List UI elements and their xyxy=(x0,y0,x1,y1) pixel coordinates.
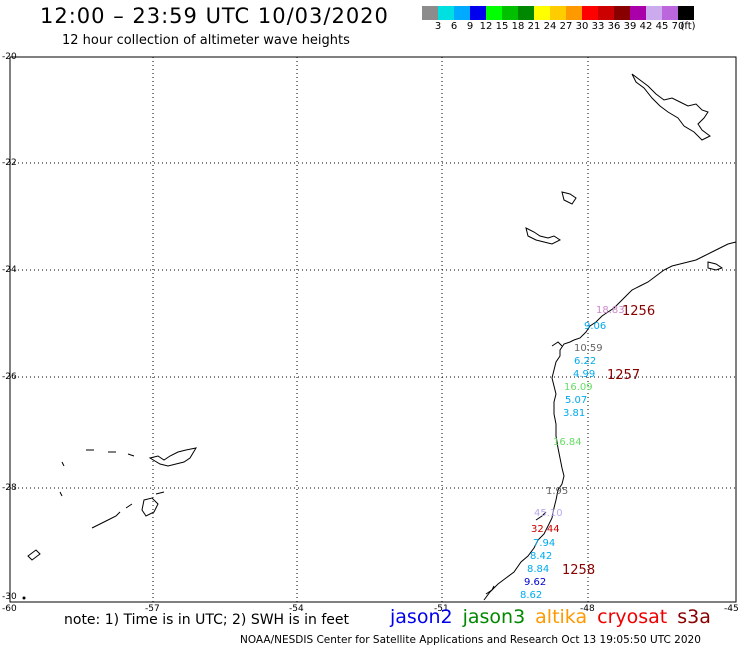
inland-feature-north xyxy=(631,73,711,141)
wave-height-label: 18.83 xyxy=(596,305,625,316)
lon-label-60: -60 xyxy=(2,604,17,614)
inland-feature-central xyxy=(525,227,561,245)
wave-height-label: 32.44 xyxy=(531,524,560,535)
color-swatch xyxy=(678,6,694,20)
map-corner-marker xyxy=(22,596,26,600)
lat-label-30: -30 xyxy=(2,592,17,602)
island-group-3 xyxy=(141,497,159,517)
lon-label-57: -57 xyxy=(145,604,160,614)
wave-height-label: 3.81 xyxy=(563,408,586,419)
color-swatch xyxy=(582,6,598,20)
island-group-1 xyxy=(148,447,198,467)
mission-cryosat: cryosat xyxy=(597,606,668,628)
wave-height-label: 45.10 xyxy=(534,508,563,519)
map-title: 12:00 – 23:59 UTC 10/03/2020 xyxy=(40,4,389,28)
wave-height-label: 6.22 xyxy=(574,356,597,367)
color-scale-label: 36 xyxy=(607,21,621,32)
lon-label-51: -51 xyxy=(434,604,449,614)
lat-label-24: -24 xyxy=(2,265,17,275)
color-scale-label: 21 xyxy=(527,21,541,32)
mission-jason3: jason3 xyxy=(462,606,526,628)
lat-label-22: -22 xyxy=(2,158,17,168)
color-swatch xyxy=(486,6,502,20)
color-swatch xyxy=(534,6,550,20)
color-swatch xyxy=(614,6,630,20)
wave-height-label: 8.62 xyxy=(520,590,543,601)
color-scale-label: 9 xyxy=(466,21,474,32)
color-scale-label: 27 xyxy=(559,21,573,32)
mission-legend: jason2 jason3 altika cryosat s3a xyxy=(390,606,721,628)
footer-credit: NOAA/NESDIS Center for Satellite Applica… xyxy=(240,634,701,646)
map-subtitle: 12 hour collection of altimeter wave hei… xyxy=(62,33,350,48)
coastal-islets xyxy=(485,341,563,595)
color-swatch xyxy=(422,6,438,20)
color-scale-label: 70 xyxy=(671,21,685,32)
color-scale-label: 42 xyxy=(639,21,653,32)
island-group-4 xyxy=(91,503,133,529)
color-swatch xyxy=(438,6,454,20)
color-swatch xyxy=(454,6,470,20)
footer-note: note: 1) Time is in UTC; 2) SWH is in fe… xyxy=(64,612,350,628)
island-group-2 xyxy=(86,449,135,457)
lagoon-east xyxy=(707,261,724,271)
lat-label-26: -26 xyxy=(2,372,17,382)
wave-height-label: 16.84 xyxy=(553,437,582,448)
color-scale-label: 18 xyxy=(511,21,525,32)
inland-feature-river xyxy=(561,191,577,205)
island-group-6 xyxy=(59,461,165,497)
coastline xyxy=(483,73,737,601)
lon-label-48: -48 xyxy=(580,604,595,614)
mission-altika: altika xyxy=(535,606,588,628)
lon-label-54: -54 xyxy=(289,604,304,614)
wave-height-label: 10.59 xyxy=(574,343,603,354)
lat-label-20: -20 xyxy=(2,52,17,62)
lat-label-28: -28 xyxy=(2,483,17,493)
color-scale-bar xyxy=(422,6,694,20)
color-scale-label: 30 xyxy=(575,21,589,32)
station-label: 1257 xyxy=(607,368,641,383)
color-scale-labels: 3 6 9 12 15 18 21 24 27 30 33 36 39 42 45 70 (ft) xyxy=(422,21,740,35)
mission-jason2: jason2 xyxy=(390,606,453,628)
wave-height-label: 8.42 xyxy=(530,551,553,562)
color-swatch xyxy=(598,6,614,20)
color-scale-unit: (ft) xyxy=(680,21,696,32)
station-label: 1258 xyxy=(562,563,596,578)
station-label: 1256 xyxy=(622,304,656,319)
color-swatch xyxy=(518,6,534,20)
wave-height-label: 9.06 xyxy=(584,321,607,332)
color-scale-label: 12 xyxy=(479,21,493,32)
lon-label-45: -45 xyxy=(724,604,739,614)
color-scale-label: 33 xyxy=(591,21,605,32)
wave-height-label: 7.94 xyxy=(533,538,556,549)
color-swatch xyxy=(646,6,662,20)
color-swatch xyxy=(662,6,678,20)
color-scale-label: 3 xyxy=(434,21,442,32)
color-swatch xyxy=(630,6,646,20)
wave-height-label: 16.09 xyxy=(564,382,593,393)
color-swatch xyxy=(502,6,518,20)
color-swatch xyxy=(566,6,582,20)
color-swatch xyxy=(550,6,566,20)
wave-height-label: 1.95 xyxy=(546,486,569,497)
wave-height-label: 8.84 xyxy=(527,564,550,575)
map-frame xyxy=(9,56,737,603)
color-scale-label: 6 xyxy=(450,21,458,32)
color-scale-label: 24 xyxy=(543,21,557,32)
color-scale-label: 39 xyxy=(623,21,637,32)
graticule-grid xyxy=(10,57,736,602)
wave-height-label: 4.99 xyxy=(573,369,596,380)
color-scale-label: 45 xyxy=(655,21,669,32)
wave-height-label: 5.07 xyxy=(565,395,588,406)
brazil-coastline xyxy=(483,241,737,601)
mission-s3a: s3a xyxy=(677,606,711,628)
island-group-5 xyxy=(27,549,41,561)
wave-height-label: 9.62 xyxy=(524,577,547,588)
islands-west xyxy=(27,447,198,561)
color-swatch xyxy=(470,6,486,20)
color-scale-label: 15 xyxy=(495,21,509,32)
